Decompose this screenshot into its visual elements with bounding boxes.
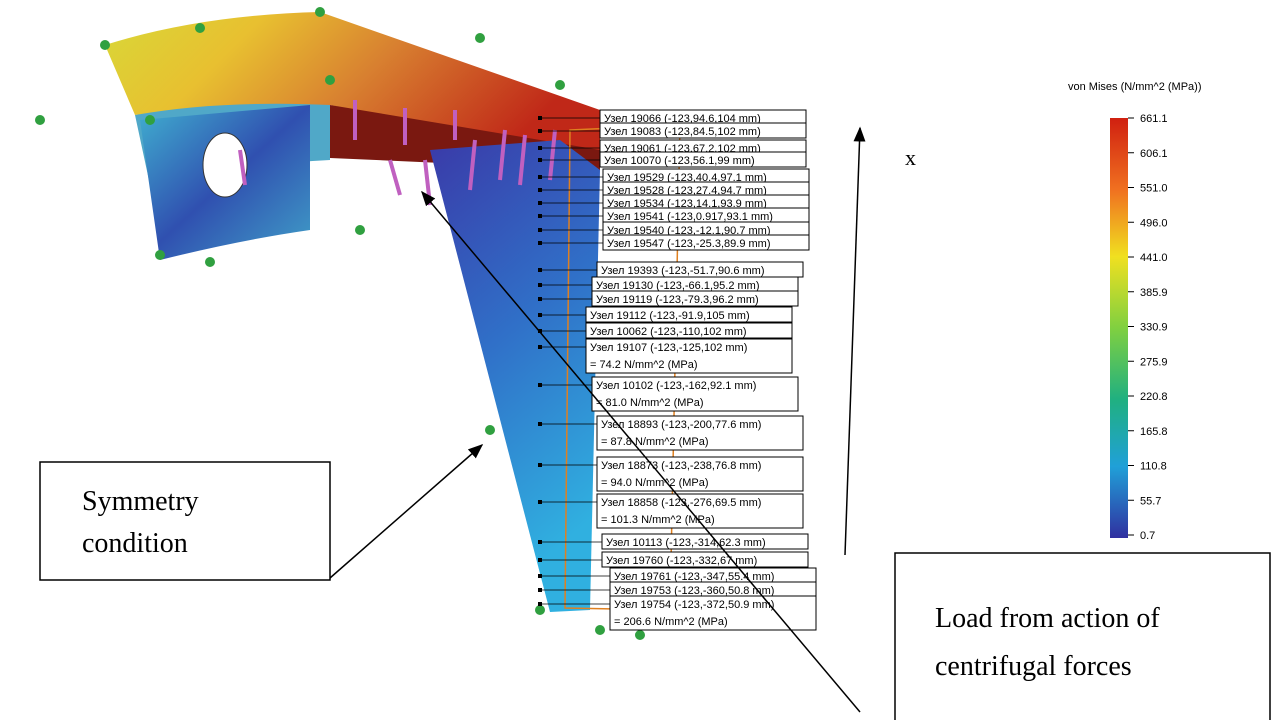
probe-marker [538,146,542,150]
probe-result: = 74.2 N/mm^2 (MPa) [590,359,698,371]
probe-node: Узел 10070 (-123,56.1,99 mm) [604,155,755,167]
probe-node: Узел 19760 (-123,-332,67 mm) [606,555,757,567]
probe-marker [538,158,542,162]
probe-marker [538,588,542,592]
legend-labels: 661.1 606.1 551.0 496.0 441.0 385.9 330.9 275.9… [1128,113,1168,542]
legend-label: 55.7 [1140,495,1161,507]
probe-node: Узел 19119 (-123,-79.3,96.2 mm) [596,294,759,306]
probe-node: Узел 10102 (-123,-162,92.1 mm) [596,380,756,392]
probe-node: Узел 10113 (-123,-314,62.3 mm) [606,537,766,549]
probe-marker [538,345,542,349]
probe-marker [538,558,542,562]
probe-marker [538,500,542,504]
legend-label: 385.9 [1140,287,1168,299]
legend-label: 0.7 [1140,530,1155,542]
legend-label: 110.8 [1140,461,1167,473]
legend-label: 275.9 [1140,356,1168,368]
probe-marker [538,297,542,301]
legend-title: von Mises (N/mm^2 (MPa)) [1068,81,1202,93]
x-axis-arrow [845,128,860,555]
callout-box [895,553,1270,720]
callout-box [40,462,330,580]
probe-marker [538,214,542,218]
probe-node: Узел 19083 (-123,84.5,102 mm) [604,126,761,138]
probe-marker [538,383,542,387]
callout-text: condition [82,528,188,559]
probe-node: Узел 10062 (-123,-110,102 mm) [590,326,747,338]
probe-marker [538,574,542,578]
probe-marker [538,129,542,133]
probe-result: = 206.6 N/mm^2 (MPa) [614,616,728,628]
legend-label: 606.1 [1140,148,1168,160]
probe-marker [538,463,542,467]
legend-label: 220.8 [1140,391,1168,403]
probe-marker [538,228,542,232]
color-scale [1110,118,1128,538]
probe-node: Узел 19393 (-123,-51.7,90.6 mm) [601,265,764,277]
probe-node: Узел 19130 (-123,-66.1,95.2 mm) [596,280,759,292]
leader-line [330,445,482,578]
figure: Узел 19066 (-123,94.6,104 mm)Узел 19083 … [0,0,1279,720]
probe-marker [538,422,542,426]
probe-node: Узел 19754 (-123,-372,50.9 mm) [614,599,774,611]
probe-result: = 87.8 N/mm^2 (MPa) [601,436,709,448]
probe-result: = 81.0 N/mm^2 (MPa) [596,397,704,409]
probe-node: Узел 18893 (-123,-200,77.6 mm) [601,419,761,431]
probe-marker [538,201,542,205]
probe-marker [538,268,542,272]
callout-text: Symmetry [82,486,199,517]
probe-node: Узел 19107 (-123,-125,102 mm) [590,342,747,354]
legend-label: 551.0 [1140,183,1168,195]
probe-marker [538,241,542,245]
probe-marker [538,602,542,606]
probe-node: Узел 19112 (-123,-91.9,105 mm) [590,310,750,322]
legend-label: 661.1 [1140,113,1168,125]
callout-text: Load from action of [935,603,1160,634]
legend-label: 441.0 [1140,252,1168,264]
probe-result: = 94.0 N/mm^2 (MPa) [601,477,709,489]
legend-label: 330.9 [1140,322,1168,334]
legend-label: 165.8 [1140,426,1168,438]
fea-view: Узел 19066 (-123,94.6,104 mm)Узел 19083 … [0,0,1279,720]
probe-node: Узел 19541 (-123,0.917,93.1 mm) [607,211,773,223]
probe-marker [538,540,542,544]
axis-label: x [905,145,916,170]
probe-marker [538,188,542,192]
probe-node: Узел 18873 (-123,-238,76.8 mm) [601,460,761,472]
probe-node: Узел 19753 (-123,-360,50.8 mm) [614,585,774,597]
probe-marker [538,313,542,317]
probe-marker [538,116,542,120]
probe-node: Узел 19547 (-123,-25.3,89.9 mm) [607,238,770,250]
blade [430,140,600,612]
probe-marker [538,283,542,287]
probe-marker [538,175,542,179]
legend-label: 496.0 [1140,217,1168,229]
callout-text: centrifugal forces [935,651,1132,682]
